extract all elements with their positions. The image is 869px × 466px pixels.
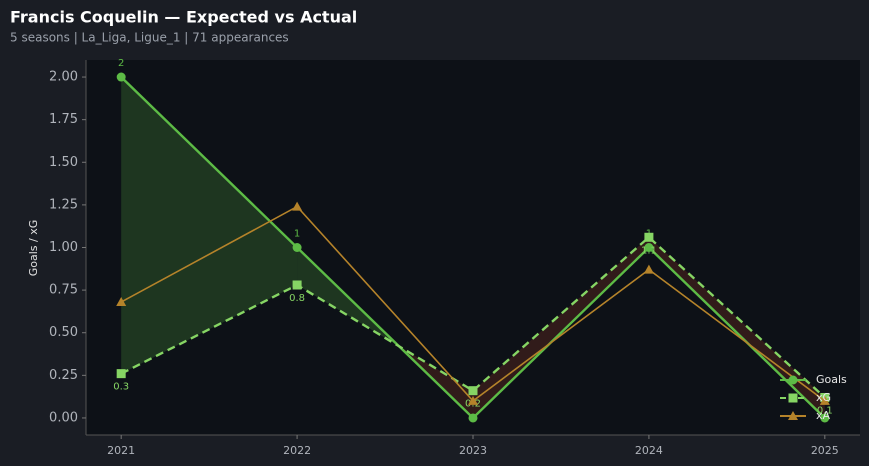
y-tick-label: 0.00 xyxy=(49,410,78,425)
y-tick-label: 0.25 xyxy=(49,368,78,383)
y-tick-label: 0.75 xyxy=(49,283,78,298)
y-tick-label: 1.00 xyxy=(49,240,78,255)
data-point xyxy=(468,413,478,423)
legend-label: Goals xyxy=(816,373,847,386)
data-point xyxy=(292,243,302,252)
data-point xyxy=(116,297,127,307)
data-label: 0.8 xyxy=(289,293,305,304)
data-point xyxy=(644,243,654,252)
data-point xyxy=(116,72,126,82)
series-line xyxy=(120,235,826,399)
x-tick-label: 2023 xyxy=(459,444,487,457)
data-label: 0.1 xyxy=(817,406,833,417)
plot-area xyxy=(86,60,860,435)
data-point xyxy=(644,232,654,242)
chart-title: Francis Coquelin — Expected vs Actual xyxy=(10,8,357,27)
data-point xyxy=(468,395,478,405)
data-point xyxy=(292,280,302,290)
fill-between xyxy=(648,237,825,418)
y-tick-label: 1.75 xyxy=(49,112,78,127)
y-tick-label: 1.50 xyxy=(49,155,78,170)
fill-between xyxy=(121,77,298,374)
fill-between xyxy=(473,237,649,418)
legend-marker xyxy=(788,411,798,420)
data-point xyxy=(116,369,126,379)
x-tick-label: 2021 xyxy=(107,444,135,457)
data-label: 1 xyxy=(294,229,300,240)
data-point xyxy=(819,395,830,405)
y-axis-label: Goals / xG xyxy=(27,220,40,277)
data-point xyxy=(643,264,654,274)
legend-label: xA xyxy=(816,409,831,422)
data-label: 0.3 xyxy=(113,382,129,393)
data-point xyxy=(468,386,478,396)
chart-subtitle: 5 seasons | La_Liga, Ligue_1 | 71 appear… xyxy=(10,31,289,45)
data-point xyxy=(292,201,303,211)
y-tick-label: 2.00 xyxy=(49,70,78,85)
x-tick-label: 2025 xyxy=(811,444,839,457)
legend-marker xyxy=(788,375,798,385)
data-label: 2 xyxy=(118,58,124,69)
data-label: 1.1 xyxy=(641,245,657,256)
data-point xyxy=(820,413,830,423)
y-tick-label: 0.50 xyxy=(49,325,78,340)
legend-marker xyxy=(788,393,798,403)
x-tick-label: 2022 xyxy=(283,444,311,457)
x-tick-label: 2024 xyxy=(635,444,663,457)
legend-label: xG xyxy=(816,391,831,404)
y-tick-label: 1.25 xyxy=(49,197,78,212)
